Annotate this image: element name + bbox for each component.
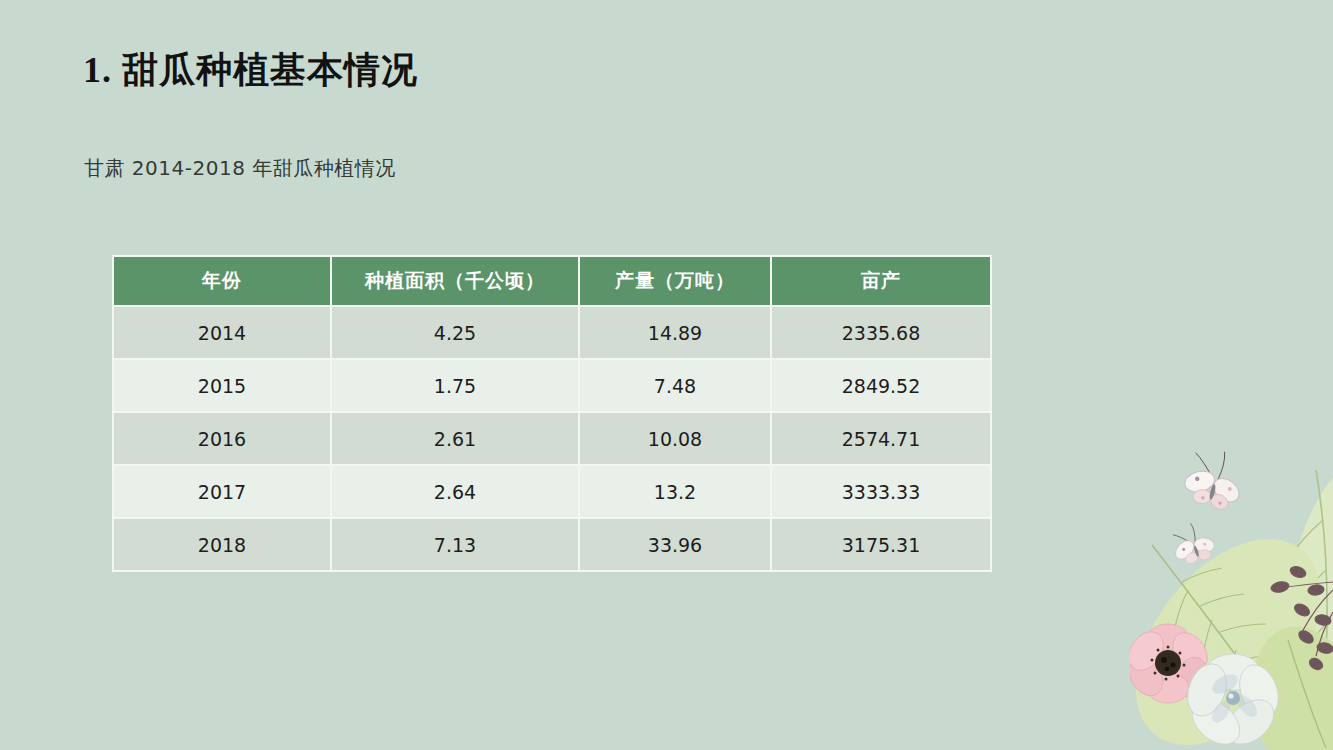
- table-cell: 1.75: [331, 359, 579, 412]
- table-cell: 33.96: [579, 518, 771, 571]
- table-cell: 2015: [113, 359, 331, 412]
- table-cell: 10.08: [579, 412, 771, 465]
- table-cell: 3175.31: [771, 518, 991, 571]
- table-cell: 2335.68: [771, 306, 991, 359]
- header-cell-area: 种植面积（千公顷）: [331, 256, 579, 306]
- table-cell: 13.2: [579, 465, 771, 518]
- table-row: 2017 2.64 13.2 3333.33: [113, 465, 991, 518]
- table-row: 2015 1.75 7.48 2849.52: [113, 359, 991, 412]
- table-cell: 2018: [113, 518, 331, 571]
- watercolor-decoration: [1130, 430, 1333, 750]
- header-cell-year: 年份: [113, 256, 331, 306]
- table-cell: 14.89: [579, 306, 771, 359]
- butterfly-icon: [1176, 443, 1251, 516]
- table-cell: 2849.52: [771, 359, 991, 412]
- table-cell: 7.13: [331, 518, 579, 571]
- table-cell: 2574.71: [771, 412, 991, 465]
- melon-data-table: 年份 种植面积（千公顷） 产量（万吨） 亩产 2014 4.25 14.89 2…: [112, 255, 992, 572]
- table-header-row: 年份 种植面积（千公顷） 产量（万吨） 亩产: [113, 256, 991, 306]
- table-row: 2014 4.25 14.89 2335.68: [113, 306, 991, 359]
- presentation-slide: 1. 甜瓜种植基本情况 甘肃 2014-2018 年甜瓜种植情况 年份 种植面积…: [0, 0, 1333, 750]
- slide-title: 1. 甜瓜种植基本情况: [83, 48, 418, 93]
- table-cell: 7.48: [579, 359, 771, 412]
- table-cell: 2.64: [331, 465, 579, 518]
- table-cell: 4.25: [331, 306, 579, 359]
- slide-subtitle: 甘肃 2014-2018 年甜瓜种植情况: [84, 155, 396, 182]
- table-row: 2016 2.61 10.08 2574.71: [113, 412, 991, 465]
- table-cell: 2014: [113, 306, 331, 359]
- table-cell: 3333.33: [771, 465, 991, 518]
- table-cell: 2017: [113, 465, 331, 518]
- header-cell-per-mu: 亩产: [771, 256, 991, 306]
- header-cell-yield: 产量（万吨）: [579, 256, 771, 306]
- table-cell: 2.61: [331, 412, 579, 465]
- table-row: 2018 7.13 33.96 3175.31: [113, 518, 991, 571]
- table-cell: 2016: [113, 412, 331, 465]
